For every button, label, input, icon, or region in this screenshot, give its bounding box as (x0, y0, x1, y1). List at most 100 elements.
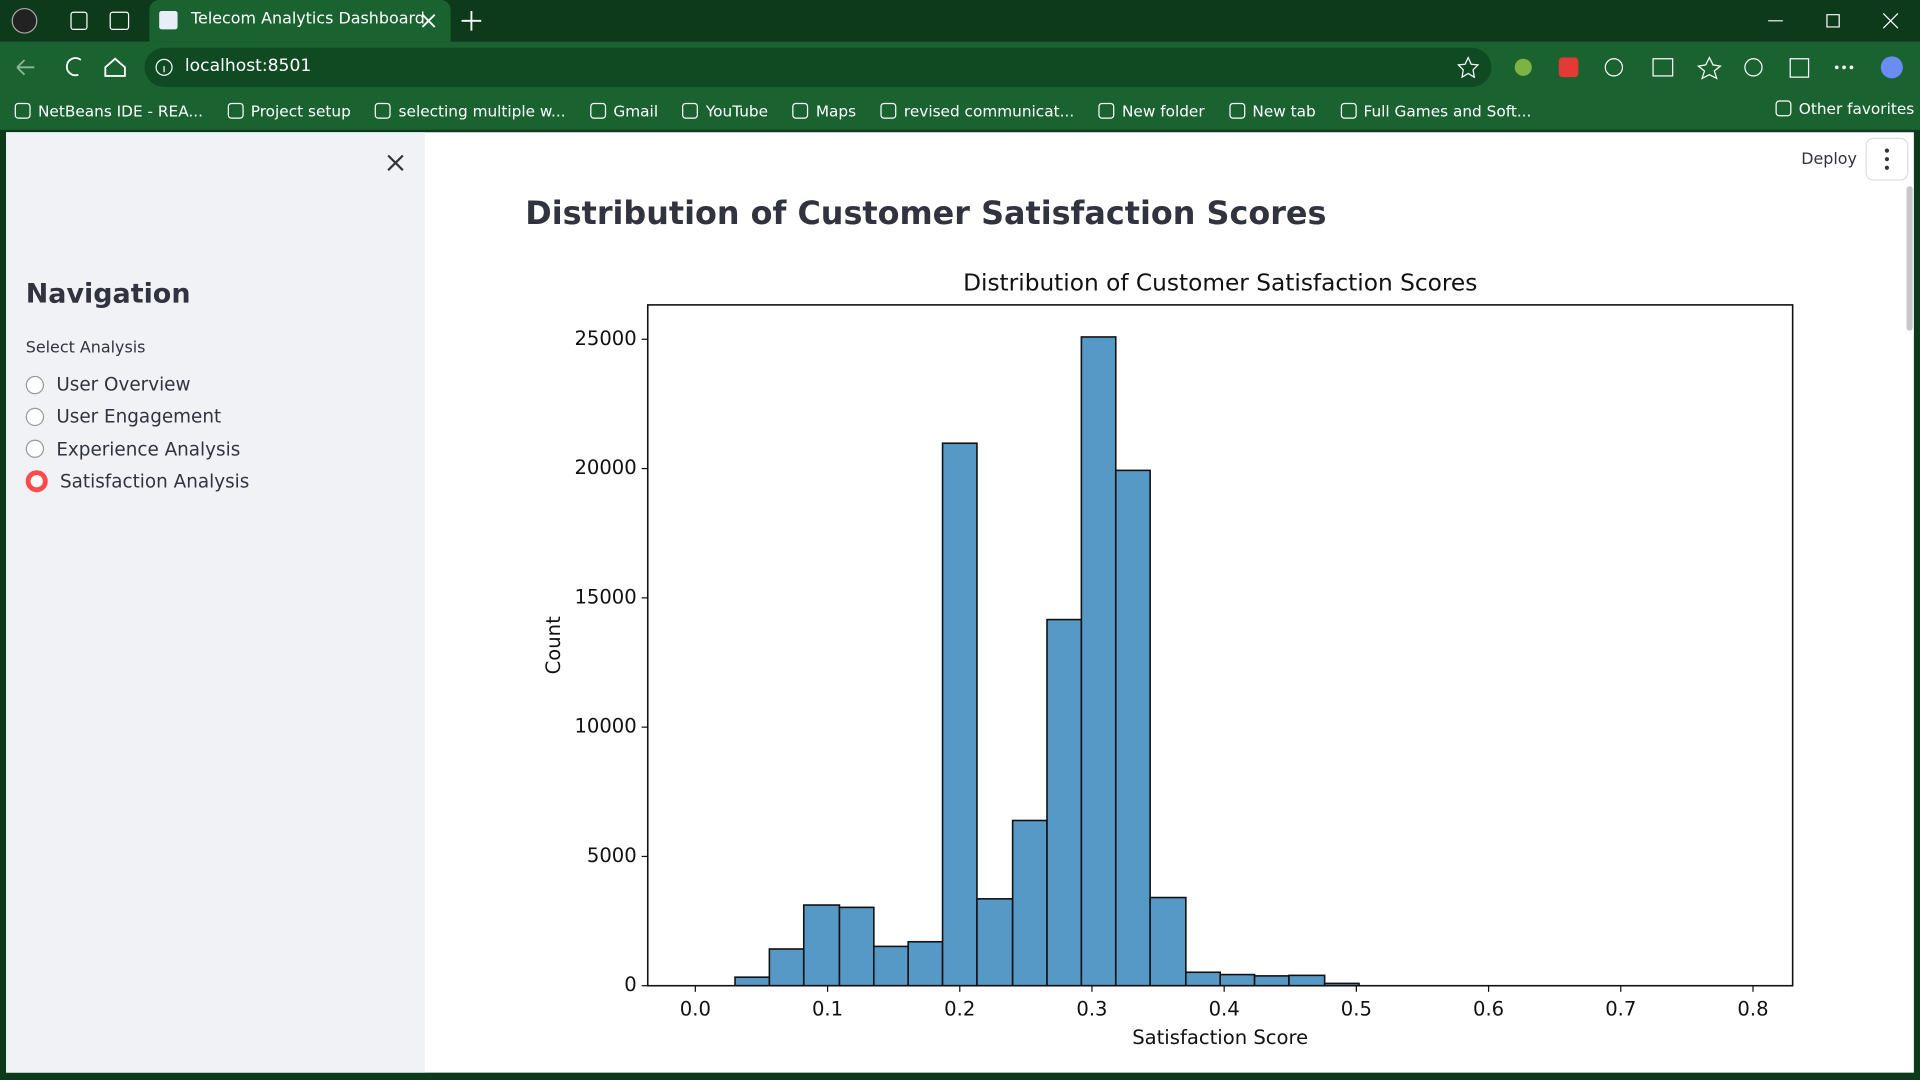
bookmark-icon (227, 102, 244, 119)
page-title: Distribution of Customer Satisfaction Sc… (525, 195, 1327, 233)
histogram-bar (1114, 469, 1151, 987)
histogram-bar (1046, 618, 1083, 987)
browser-tab[interactable]: Telecom Analytics Dashboard (149, 0, 451, 42)
bookmark[interactable]: revised communicat... (880, 101, 1075, 120)
bookmark[interactable]: Full Games and Soft... (1340, 101, 1531, 119)
bookmark-label: Gmail (613, 101, 659, 120)
x-tick-label: 0.3 (1076, 998, 1107, 1021)
nav-buttons[interactable] (12, 54, 134, 81)
x-tick-label: 0.0 (680, 998, 711, 1021)
toolbar: localhost:8501 NetBeans IDE - REA... Proj… (0, 41, 1920, 130)
histogram-bar (734, 976, 771, 987)
histogram-bar (1011, 819, 1048, 987)
radio-option[interactable]: Experience Analysis (25, 437, 241, 460)
y-tick-label: 0 (624, 973, 636, 996)
bookmark[interactable]: New tab (1229, 101, 1316, 119)
radio-circle (25, 439, 45, 459)
radio-circle (25, 470, 48, 493)
histogram-bar (768, 948, 805, 987)
y-tick-label: 25000 (574, 327, 636, 350)
histogram-bar (1185, 971, 1222, 987)
chart: Distribution of Customer Satisfaction Sc… (542, 270, 1794, 1049)
bookmark-label: selecting multiple w... (398, 101, 566, 120)
bookmark[interactable]: selecting multiple w... (375, 101, 566, 120)
bookmark[interactable]: Project setup (227, 101, 351, 120)
x-tick-label: 0.1 (812, 998, 843, 1021)
address-bar[interactable]: localhost:8501 (144, 47, 1492, 87)
radio-label: Select Analysis (25, 339, 146, 358)
chart-title: Distribution of Customer Satisfaction Sc… (963, 270, 1477, 297)
y-axis-label: Count (542, 616, 565, 674)
radio-text: Satisfaction Analysis (60, 470, 250, 493)
radio-option[interactable]: User Overview (25, 373, 191, 396)
histogram-bar (1149, 896, 1187, 987)
bookmark-icon (375, 102, 392, 119)
bookmark[interactable]: Maps (792, 101, 857, 120)
bookmark-label: Maps (815, 101, 857, 120)
tab-icon (159, 11, 178, 30)
radio-text: Experience Analysis (56, 437, 241, 460)
tab-title: Telecom Analytics Dashboard (191, 9, 425, 29)
window-controls[interactable] (1763, 10, 1907, 32)
histogram-bar (873, 945, 909, 987)
histogram-bar (1080, 336, 1117, 987)
window-icons (11, 7, 130, 34)
bookmark-label: New folder (1121, 101, 1205, 120)
streamlit-app: Navigation Select Analysis User Overview… (6, 132, 1914, 1073)
histogram-bar (802, 904, 841, 987)
bookmark-icon (1229, 102, 1246, 119)
histogram-bar (907, 940, 944, 987)
x-tick-label: 0.8 (1737, 998, 1768, 1021)
bookmark-label: revised communicat... (903, 101, 1075, 120)
scrollbar-thumb[interactable] (1906, 186, 1913, 331)
radio-circle (25, 375, 45, 394)
x-axis-label: Satisfaction Score (1132, 1026, 1308, 1049)
x-tick-label: 0.6 (1473, 998, 1504, 1021)
histogram-bar (838, 906, 875, 987)
y-tick-label: 20000 (574, 456, 636, 479)
main-menu[interactable] (1865, 137, 1909, 181)
radio-text: User Overview (56, 373, 191, 396)
tab-close[interactable] (421, 13, 436, 28)
histogram-bar (941, 442, 978, 987)
other-favorites-label: Other favorites (1798, 99, 1915, 118)
bookmark-icon (880, 102, 897, 119)
bookmark-icon (1340, 102, 1357, 119)
sidebar: Navigation Select Analysis User Overview… (6, 132, 425, 1073)
other-favorites[interactable]: Other favorites (1775, 99, 1915, 118)
radio-option[interactable]: User Engagement (25, 406, 221, 428)
bookmark[interactable]: Gmail (590, 101, 658, 119)
bookmark-label: NetBeans IDE - REA... (37, 101, 203, 120)
sidebar-title: Navigation (25, 279, 191, 310)
bookmark[interactable]: NetBeans IDE - REA... (14, 101, 203, 120)
bookmark-label: Project setup (250, 101, 351, 120)
radio-option[interactable]: Satisfaction Analysis (25, 470, 250, 493)
bookmark[interactable]: YouTube (682, 101, 768, 119)
plot-frame (646, 304, 1794, 987)
toolbar-icons[interactable] (1509, 54, 1913, 81)
bookmark-icon (14, 102, 31, 119)
new-tab[interactable] (460, 10, 482, 32)
histogram-bar (1288, 974, 1326, 987)
x-tick-label: 0.5 (1341, 998, 1372, 1021)
bookmark-icon (590, 102, 607, 119)
bookmark-label: New tab (1252, 101, 1316, 120)
bookmarks-bar: NetBeans IDE - REA... Project setup select… (14, 98, 1532, 122)
title-bar: Telecom Analytics Dashboard (0, 0, 1920, 42)
url: localhost:8501 (184, 56, 312, 76)
favorite-star[interactable] (1457, 56, 1480, 79)
x-tick-label: 0.2 (944, 998, 975, 1021)
deploy-button[interactable]: Deploy (1801, 150, 1857, 169)
bookmark-icon (792, 102, 809, 119)
bookmark-label: Full Games and Soft... (1363, 101, 1532, 120)
x-tick-label: 0.7 (1605, 998, 1636, 1021)
histogram-bar (1219, 973, 1256, 987)
bookmark-icon (682, 102, 699, 119)
histogram-bar (976, 898, 1014, 987)
bookmark-icon (1098, 102, 1115, 119)
radio-circle (25, 407, 45, 426)
site-info (155, 58, 173, 76)
sidebar-close[interactable] (387, 154, 404, 171)
bookmark[interactable]: New folder (1098, 101, 1205, 120)
